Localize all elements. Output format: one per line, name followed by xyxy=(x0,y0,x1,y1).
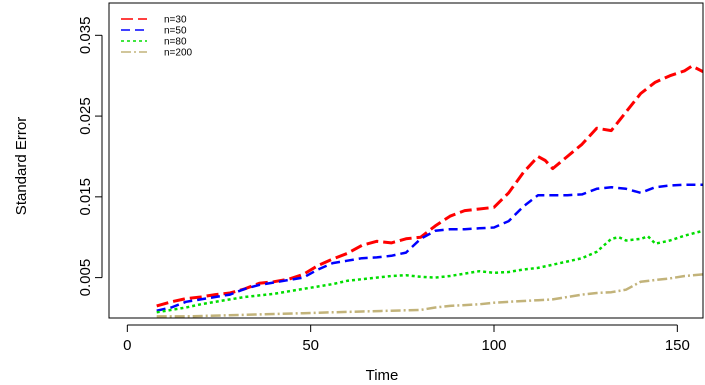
x-axis-title: Time xyxy=(366,367,399,384)
plot-frame xyxy=(108,2,704,319)
y-tick-label-0: 0.005 xyxy=(77,259,94,297)
y-tick-label-2: 0.025 xyxy=(77,97,94,135)
x-tick-label-1: 50 xyxy=(302,337,319,354)
legend-label-0: n=30 xyxy=(164,15,187,26)
y-axis-title: Standard Error xyxy=(13,117,30,215)
legend-label-3: n=200 xyxy=(164,48,193,59)
series-line-1 xyxy=(156,183,703,312)
series-line-0 xyxy=(156,64,703,308)
y-tick-label-3: 0.035 xyxy=(77,17,94,55)
y-tick-label-1: 0.015 xyxy=(77,178,94,216)
series-group xyxy=(156,64,703,318)
x-tick-label-2: 100 xyxy=(481,337,506,354)
series-line-2 xyxy=(156,229,703,314)
x-tick-label-3: 150 xyxy=(665,337,690,354)
legend-label-2: n=80 xyxy=(164,37,187,48)
legend-label-1: n=50 xyxy=(164,26,187,37)
x-tick-label-0: 0 xyxy=(123,337,131,354)
plot-area xyxy=(156,64,703,318)
legend: n=30n=50n=80n=200 xyxy=(121,15,193,59)
axes: 0 50 100 150 0.005 0.015 0.025 0.035 xyxy=(77,2,704,354)
series-line-3 xyxy=(156,273,703,318)
